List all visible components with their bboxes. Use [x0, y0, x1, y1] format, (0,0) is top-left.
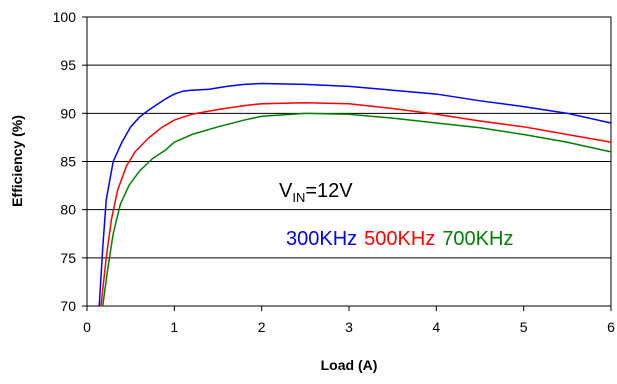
x-tick-label-2: 2 — [258, 319, 266, 335]
y-tick-label-95: 95 — [60, 57, 76, 73]
y-tick-label-90: 90 — [60, 105, 76, 121]
legend-700khz: 700KHz — [442, 228, 513, 250]
x-tick-label-1: 1 — [170, 319, 178, 335]
y-tick-label-75: 75 — [60, 250, 76, 266]
x-axis-label: Load (A) — [321, 357, 378, 373]
x-tick-label-5: 5 — [520, 319, 528, 335]
legend-300khz: 300KHz — [286, 228, 357, 250]
series-line-500khz — [100, 101, 612, 307]
x-tick-label-4: 4 — [432, 319, 440, 335]
y-tick-label-85: 85 — [60, 154, 76, 170]
tick-layer: 70 75 80 85 90 95 100 0 1 2 3 4 5 6 — [53, 9, 615, 335]
series-line-700khz — [101, 112, 612, 307]
grid-layer — [87, 16, 611, 307]
vin-value: =12V — [305, 180, 353, 202]
legend: 300KHz 500KHz 700KHz — [286, 228, 513, 250]
x-tick-label-0: 0 — [83, 319, 91, 335]
vin-annotation: VIN=12V — [279, 180, 353, 205]
y-tick-label-100: 100 — [53, 9, 77, 25]
y-tick-label-70: 70 — [60, 298, 76, 314]
x-tick-label-6: 6 — [607, 319, 615, 335]
vin-prefix: V — [279, 180, 293, 202]
y-axis-label: Efficiency (%) — [9, 115, 25, 207]
y-tick-label-80: 80 — [60, 202, 76, 218]
vin-subscript: IN — [292, 190, 305, 205]
x-tick-label-3: 3 — [345, 319, 353, 335]
series-line-300khz — [98, 82, 612, 307]
series-layer — [98, 82, 612, 307]
legend-500khz: 500KHz — [364, 228, 435, 250]
